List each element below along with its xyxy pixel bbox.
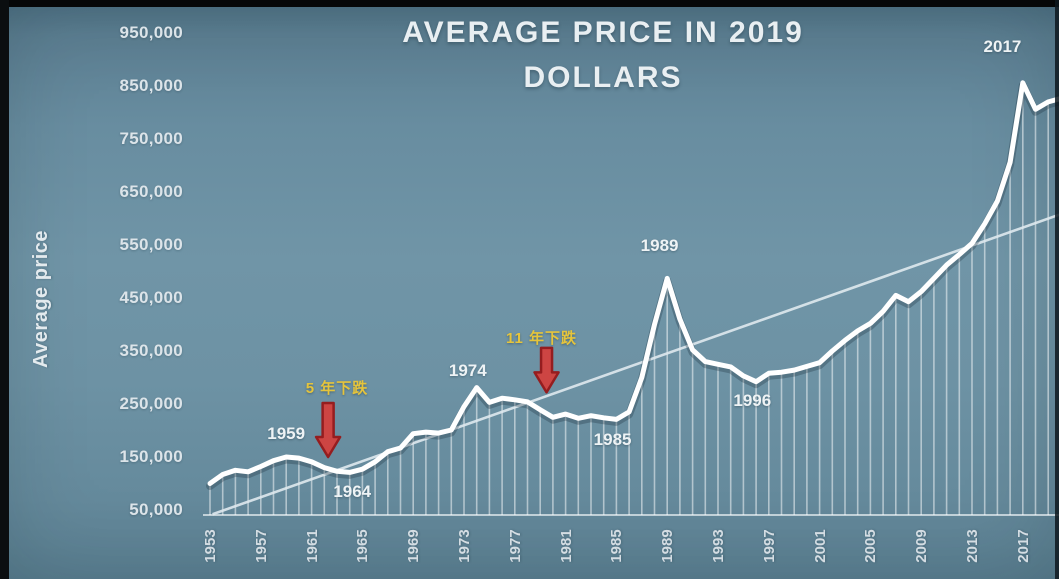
price-line xyxy=(207,80,1059,486)
x-tick-1985: 1985 xyxy=(608,529,626,563)
year-stem-lines xyxy=(209,84,1049,515)
x-tick-1993: 1993 xyxy=(710,529,727,563)
annotation-year-1964: 1964 xyxy=(333,481,372,501)
annotation-year-2017: 2017 xyxy=(983,36,1022,56)
y-tick-250000: 250,000 xyxy=(119,394,183,413)
x-tick-1961: 1961 xyxy=(303,529,321,563)
x-tick-1981: 1981 xyxy=(557,529,575,563)
annotation-year-1974: 1974 xyxy=(448,361,487,381)
y-axis-title: Average price xyxy=(30,229,52,369)
x-tick-2009: 2009 xyxy=(913,529,931,563)
left-black-edge xyxy=(0,0,9,579)
annotation-decline-label: 5 年下跌 xyxy=(305,379,369,397)
annotation-year-1989: 1989 xyxy=(640,236,679,256)
x-tick-1953: 1953 xyxy=(202,529,219,563)
annotation-year-1996: 1996 xyxy=(733,390,772,410)
x-tick-2013: 2013 xyxy=(964,529,981,563)
x-tick-1965: 1965 xyxy=(354,529,372,563)
x-tick-1973: 1973 xyxy=(456,529,473,563)
right-dark-edge xyxy=(1055,0,1059,579)
x-tick-1957: 1957 xyxy=(252,529,270,563)
x-tick-2005: 2005 xyxy=(862,529,880,563)
chart-title: AVERAGE PRICE IN 2019 DOLLARS xyxy=(402,16,804,94)
annotation-year-1985: 1985 xyxy=(593,430,632,450)
top-black-edge xyxy=(0,0,1059,7)
x-tick-2001: 2001 xyxy=(811,529,829,563)
y-tick-750000: 750,000 xyxy=(119,129,183,148)
annotation-decline-label: 11 年下跌 xyxy=(505,330,577,348)
red-down-arrow-decline-1974-1985 xyxy=(533,346,560,394)
x-tick-2017: 2017 xyxy=(1014,529,1032,563)
trend-line xyxy=(212,213,1059,516)
y-tick-650000: 650,000 xyxy=(119,182,183,201)
x-tick-1969: 1969 xyxy=(405,529,423,563)
annotation-year-1959: 1959 xyxy=(267,424,306,444)
x-tick-1989: 1989 xyxy=(659,529,677,563)
x-tick-1997: 1997 xyxy=(760,529,778,563)
y-tick-450000: 450,000 xyxy=(119,288,183,307)
y-tick-850000: 850,000 xyxy=(119,76,183,95)
y-tick-950000: 950,000 xyxy=(119,23,183,42)
price-line-shadow xyxy=(206,81,1059,490)
y-tick-350000: 350,000 xyxy=(119,341,183,360)
x-tick-1977: 1977 xyxy=(506,529,524,563)
y-tick-550000: 550,000 xyxy=(119,235,183,254)
y-tick-150000: 150,000 xyxy=(119,447,183,466)
y-tick-50000: 50,000 xyxy=(129,500,183,519)
